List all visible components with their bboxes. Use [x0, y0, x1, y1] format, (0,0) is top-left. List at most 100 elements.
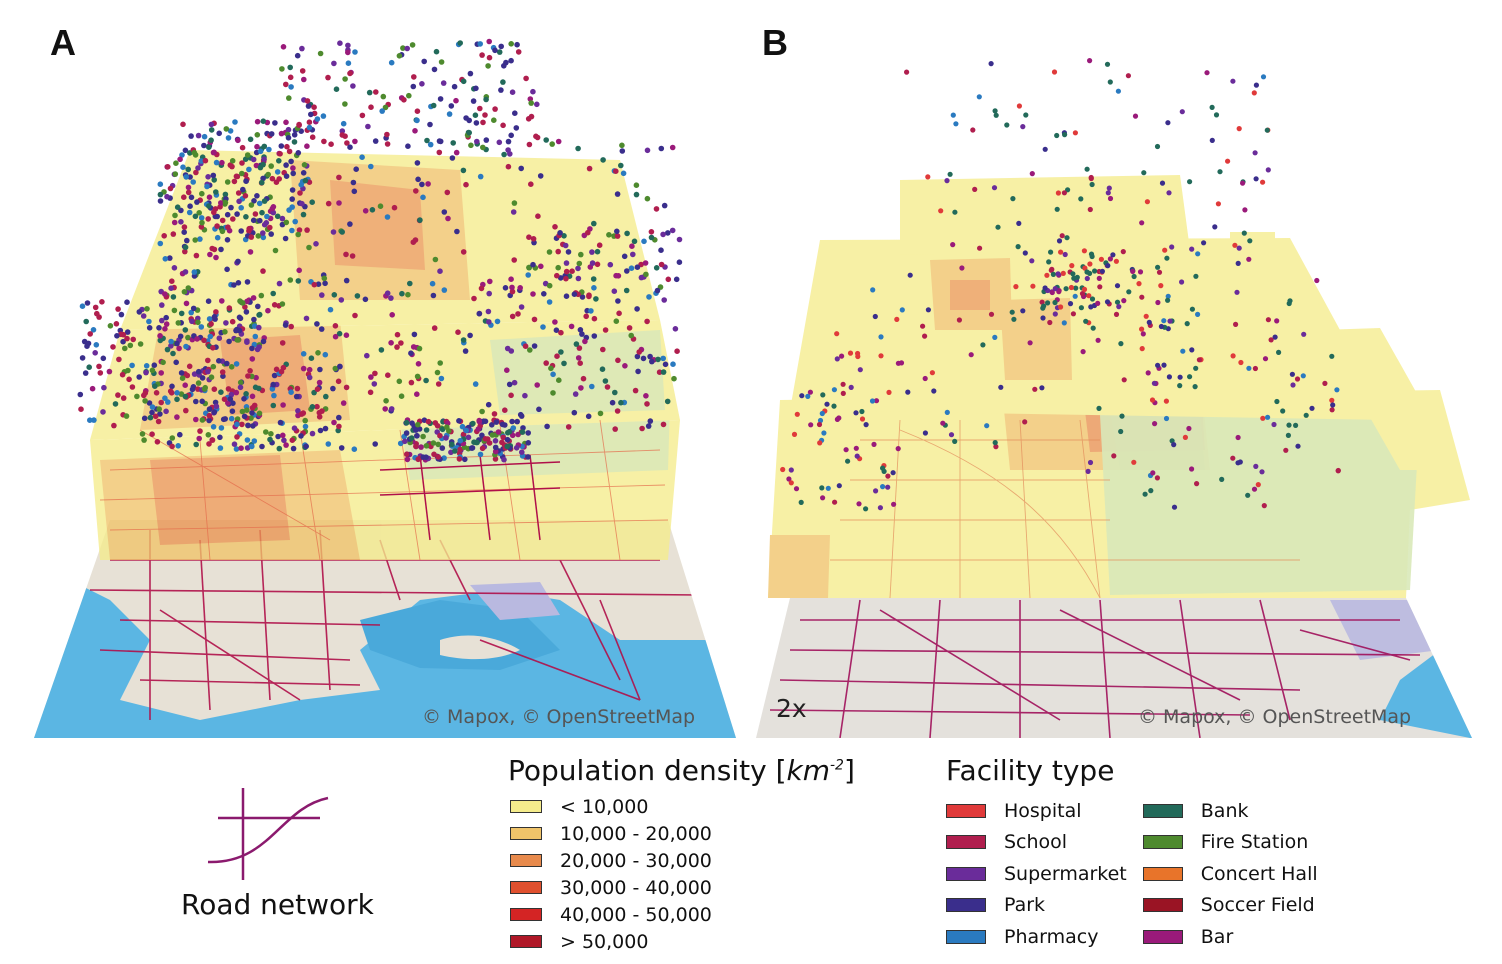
facility-point: [1016, 220, 1022, 226]
facility-point: [1061, 190, 1067, 196]
facility-point: [213, 159, 220, 166]
facility-point: [205, 216, 211, 222]
facility-point: [197, 428, 203, 434]
facility-point: [304, 98, 311, 104]
facility-point: [239, 160, 245, 166]
facility-point: [149, 409, 155, 416]
facility-point: [565, 249, 572, 255]
facility-point: [1087, 58, 1093, 64]
facility-point: [509, 313, 516, 320]
facility-point: [1219, 476, 1225, 482]
facility-point: [886, 389, 892, 395]
facility-point: [549, 141, 555, 147]
facility-point: [436, 138, 443, 144]
facility-point: [660, 421, 667, 428]
facility-point: [185, 184, 192, 191]
facility-point: [199, 190, 205, 197]
facility-point: [1072, 130, 1078, 136]
facility-point: [435, 381, 442, 387]
facility-point: [530, 236, 537, 242]
facility-point: [557, 230, 563, 236]
facility-point: [398, 340, 404, 346]
facility-point: [223, 320, 229, 326]
facility-point: [83, 318, 89, 325]
facility-point: [229, 318, 236, 325]
facility-point: [486, 290, 493, 297]
facility-point: [950, 112, 956, 118]
facility-point: [575, 265, 581, 272]
facility-point: [280, 44, 287, 50]
facility-point: [372, 370, 378, 377]
facility-point: [1097, 284, 1103, 290]
facility-point: [352, 138, 358, 145]
facility-point: [465, 434, 472, 441]
facility-point: [239, 421, 245, 428]
facility-point: [289, 437, 296, 444]
facility-point: [634, 306, 640, 312]
facility-point: [660, 369, 667, 375]
facility-point: [1184, 321, 1190, 327]
facility-point: [225, 135, 232, 141]
facility-point: [456, 418, 462, 424]
facility-point: [626, 325, 633, 331]
facility-point: [86, 364, 92, 371]
facility-point: [260, 118, 267, 124]
facility-point: [254, 143, 260, 150]
facility-point: [225, 386, 232, 392]
facility-point: [633, 182, 640, 188]
facility-point: [249, 443, 255, 450]
facility-point: [1247, 238, 1253, 244]
facility-point: [291, 425, 298, 432]
facility-point: [299, 68, 306, 74]
facility-point: [343, 384, 350, 391]
facility-point: [162, 326, 168, 332]
facility-point: [159, 317, 165, 324]
facility-point: [322, 280, 328, 287]
facility-point: [385, 372, 391, 379]
facility-point: [535, 213, 541, 219]
facility-point: [895, 446, 901, 452]
facility-point: [79, 355, 86, 361]
facility-legend-item: Supermarket: [946, 858, 1127, 890]
facility-point: [248, 202, 255, 208]
facility-point: [1011, 316, 1017, 322]
facility-point: [378, 347, 385, 353]
facility-point: [96, 314, 102, 320]
facility-point: [1049, 266, 1055, 272]
facility-point: [157, 198, 164, 204]
facility-point: [976, 94, 982, 100]
facility-point: [290, 165, 296, 171]
facility-point: [437, 432, 443, 439]
facility-point: [336, 423, 342, 430]
facility-point: [1042, 285, 1048, 291]
facility-point: [483, 137, 490, 143]
facility-point: [205, 357, 211, 364]
density-swatch: [510, 800, 542, 813]
facility-point: [480, 144, 486, 151]
facility-point: [222, 191, 229, 198]
facility-point: [288, 158, 294, 165]
facility-point: [251, 198, 257, 204]
facility-point: [1233, 321, 1239, 327]
facility-point: [167, 255, 173, 261]
facility-point: [1155, 299, 1161, 306]
facility-point: [1137, 269, 1144, 275]
facility-point: [269, 386, 276, 392]
facility-point: [256, 344, 262, 350]
facility-point: [433, 48, 440, 55]
facility-point: [460, 78, 467, 85]
facility-point: [231, 441, 238, 448]
facility-point: [249, 405, 256, 411]
facility-point: [1151, 380, 1157, 386]
facility-point: [593, 296, 599, 302]
facility-point: [174, 414, 180, 420]
facility-point: [195, 380, 202, 386]
facility-point: [624, 268, 630, 274]
facility-point: [550, 371, 556, 378]
facility-point: [143, 369, 149, 376]
facility-point: [1155, 362, 1161, 368]
facility-point: [194, 199, 200, 205]
facility-point: [219, 298, 225, 304]
facility-point: [947, 171, 953, 177]
facility-point: [170, 231, 177, 237]
